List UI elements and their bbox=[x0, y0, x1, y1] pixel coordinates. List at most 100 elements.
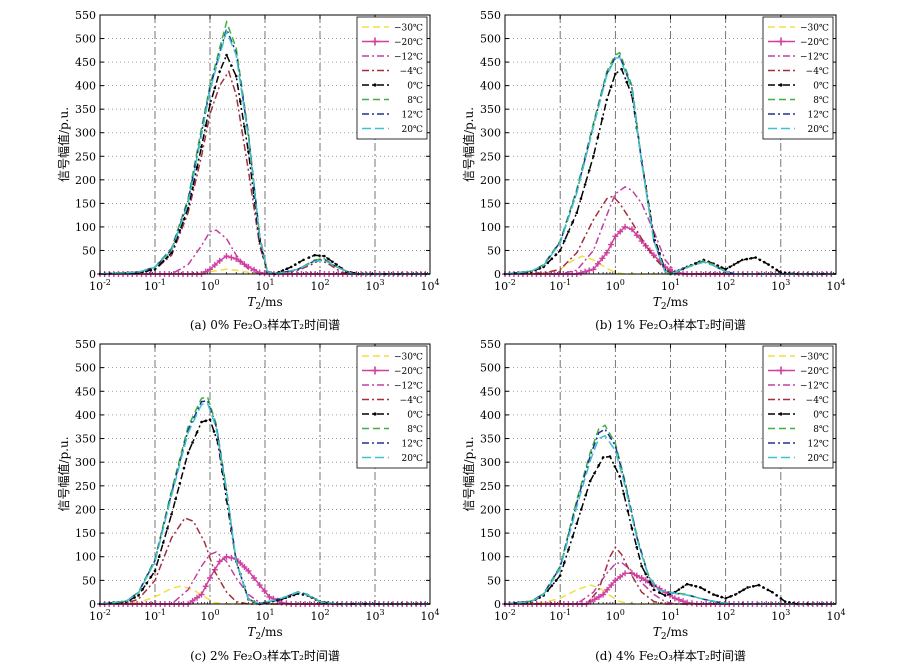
series-marker-4 bbox=[208, 103, 212, 106]
y-tick-label: 350 bbox=[480, 103, 501, 116]
series-marker-4 bbox=[298, 260, 301, 264]
plot-frame bbox=[99, 14, 431, 275]
y-tick-label: 450 bbox=[75, 56, 96, 69]
series-marker-4 bbox=[153, 267, 157, 271]
series-marker-1 bbox=[617, 228, 624, 235]
series-marker-4 bbox=[703, 588, 707, 592]
y-tick-label: 200 bbox=[480, 503, 501, 516]
series-marker-1 bbox=[577, 269, 584, 276]
series-marker-4 bbox=[707, 590, 711, 594]
series-marker-4 bbox=[153, 569, 157, 573]
series-marker-1 bbox=[207, 266, 213, 273]
series-marker-4 bbox=[161, 541, 165, 544]
series-marker-1 bbox=[211, 262, 218, 269]
series-marker-4 bbox=[204, 124, 208, 127]
y-tick-label: 250 bbox=[75, 150, 96, 163]
y-tick-label: 350 bbox=[480, 433, 501, 446]
series-marker-4 bbox=[712, 593, 715, 596]
series-marker-4 bbox=[583, 183, 587, 186]
series-marker-4 bbox=[571, 220, 574, 224]
legend-box bbox=[762, 345, 834, 469]
series-marker-1 bbox=[256, 582, 263, 589]
y-tick-label: 450 bbox=[480, 56, 501, 69]
series-marker-1 bbox=[241, 563, 248, 570]
series-marker-1 bbox=[604, 586, 611, 593]
series-marker-4 bbox=[663, 594, 667, 597]
legend-label-0: −30℃ bbox=[394, 24, 423, 34]
x-tick-label: 103 bbox=[771, 278, 790, 293]
series-marker-4 bbox=[579, 508, 583, 511]
series-marker-4 bbox=[234, 74, 238, 78]
x-tick-label: 100 bbox=[200, 278, 219, 293]
series-marker-4 bbox=[787, 601, 791, 604]
series-line-7 bbox=[504, 434, 836, 605]
y-tick-label: 500 bbox=[75, 33, 96, 46]
series-marker-4 bbox=[757, 583, 761, 587]
legend-label-0: −30℃ bbox=[394, 353, 423, 363]
legend-label-0: −30℃ bbox=[800, 24, 829, 34]
x-tick-label: 101 bbox=[661, 278, 680, 293]
series-marker-1 bbox=[237, 560, 244, 567]
series-line-2 bbox=[100, 229, 430, 275]
series-marker-1 bbox=[251, 575, 258, 581]
x-tick-label: 101 bbox=[661, 608, 680, 623]
chart-caption: (d) 4% Fe₂O₃样本T₂时间谱 bbox=[595, 648, 746, 663]
legend-label-2: −12℃ bbox=[394, 53, 423, 63]
chart-panel-0: 0 50 100 150 200 250 300 350 400 450 500 550 10-2 10-… bbox=[56, 9, 440, 332]
series-marker-4 bbox=[195, 165, 199, 169]
series-marker-4 bbox=[613, 465, 617, 468]
series-marker-4 bbox=[182, 466, 186, 470]
series-marker-4 bbox=[734, 593, 737, 596]
y-tick-label: 400 bbox=[75, 80, 96, 93]
legend-label-5: 8℃ bbox=[407, 96, 423, 106]
series-marker-4 bbox=[563, 239, 566, 243]
chart-panel-1: 0 50 100 150 200 250 300 350 400 450 500 550 10-2 10-… bbox=[461, 9, 846, 332]
y-tick-label: 50 bbox=[82, 244, 96, 257]
y-tick-label: 450 bbox=[75, 385, 96, 398]
series-marker-4 bbox=[182, 217, 186, 221]
series-marker-4 bbox=[775, 594, 778, 597]
series-marker-1 bbox=[622, 570, 629, 577]
series-marker-4 bbox=[550, 584, 554, 587]
series-marker-1 bbox=[194, 594, 201, 601]
series-marker-1 bbox=[251, 266, 258, 273]
series-marker-4 bbox=[294, 263, 297, 266]
series-marker-4 bbox=[212, 430, 216, 433]
series-marker-4 bbox=[766, 588, 770, 592]
series-marker-1 bbox=[207, 575, 213, 581]
x-tick-label: 103 bbox=[365, 608, 384, 623]
series-marker-1 bbox=[594, 260, 601, 267]
y-tick-label: 400 bbox=[480, 409, 501, 422]
y-tick-label: 550 bbox=[75, 9, 96, 22]
y-tick-label: 400 bbox=[75, 409, 96, 422]
legend-label-6: 12℃ bbox=[807, 111, 829, 121]
series-marker-4 bbox=[558, 249, 562, 252]
series-marker-4 bbox=[239, 100, 242, 103]
series-marker-4 bbox=[567, 548, 570, 551]
series-marker-1 bbox=[608, 241, 615, 248]
y-tick-label: 250 bbox=[75, 480, 96, 493]
series-marker-4 bbox=[208, 418, 212, 421]
legend-label-5: 8℃ bbox=[813, 425, 829, 435]
y-tick-label: 0 bbox=[89, 598, 96, 611]
series-marker-4 bbox=[732, 263, 736, 266]
series-marker-1 bbox=[638, 575, 645, 581]
legend-label-7: 20℃ bbox=[401, 125, 423, 135]
series-marker-4 bbox=[302, 258, 305, 262]
legend-label-6: 12℃ bbox=[401, 440, 423, 450]
x-axis-label: T2/ms bbox=[247, 295, 282, 312]
series-marker-4 bbox=[174, 497, 177, 501]
series-marker-4 bbox=[335, 263, 338, 266]
series-marker-4 bbox=[200, 145, 203, 149]
series-marker-4 bbox=[758, 258, 762, 262]
y-tick-label: 350 bbox=[75, 433, 96, 446]
series-line-3 bbox=[505, 546, 836, 605]
series-marker-4 bbox=[754, 256, 757, 259]
series-marker-4 bbox=[699, 586, 702, 589]
series-marker-4 bbox=[681, 585, 685, 589]
y-tick-label: 150 bbox=[480, 197, 501, 210]
x-tick-label: 104 bbox=[420, 278, 439, 293]
series-marker-1 bbox=[612, 577, 619, 584]
series-marker-4 bbox=[204, 419, 208, 423]
